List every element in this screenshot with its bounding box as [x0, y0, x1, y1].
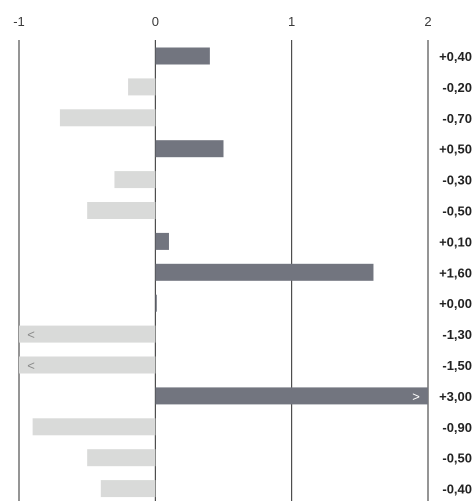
- x-tick-label: 1: [288, 14, 295, 29]
- bars: < < >: [19, 47, 429, 498]
- value-labels: +0,40 -0,20 -0,70 +0,50 -0,30 -0,50 +0,10 +1,60…: [439, 49, 472, 497]
- bar: [32, 418, 156, 436]
- x-tick-label: 0: [152, 14, 159, 29]
- value-label: +0,40: [439, 49, 472, 64]
- x-axis-ticks: -1 0 1 2: [13, 14, 431, 29]
- value-label: +0,00: [439, 296, 472, 311]
- value-label: -0,70: [442, 111, 472, 126]
- bar: [155, 263, 374, 281]
- overflow-marker: >: [412, 389, 420, 404]
- value-label: -0,40: [442, 482, 472, 497]
- value-label: +0,10: [439, 234, 472, 249]
- bar: [128, 78, 156, 96]
- overflow-marker: <: [27, 327, 35, 342]
- value-label: -0,90: [442, 420, 472, 435]
- value-label: -0,50: [442, 204, 472, 219]
- overflow-marker: <: [27, 358, 35, 373]
- value-label: -0,20: [442, 80, 472, 95]
- value-label: -0,50: [442, 451, 472, 466]
- value-label: +3,00: [439, 389, 472, 404]
- bar: [155, 47, 210, 65]
- bar: [155, 140, 224, 158]
- value-label: -1,50: [442, 358, 472, 373]
- bar: [59, 109, 156, 127]
- bar: [87, 449, 156, 467]
- x-tick-label: 2: [424, 14, 431, 29]
- bar: [155, 387, 429, 405]
- bar: [155, 294, 157, 312]
- bar: [100, 480, 156, 498]
- bar: [87, 202, 156, 219]
- value-label: +1,60: [439, 265, 472, 280]
- bar: [155, 232, 169, 250]
- value-label: -1,30: [442, 327, 472, 342]
- x-tick-label: -1: [13, 14, 25, 29]
- bar: [114, 171, 156, 189]
- bar: [19, 356, 156, 374]
- bar: [19, 325, 156, 343]
- value-label: -0,30: [442, 173, 472, 188]
- value-label: +0,50: [439, 142, 472, 157]
